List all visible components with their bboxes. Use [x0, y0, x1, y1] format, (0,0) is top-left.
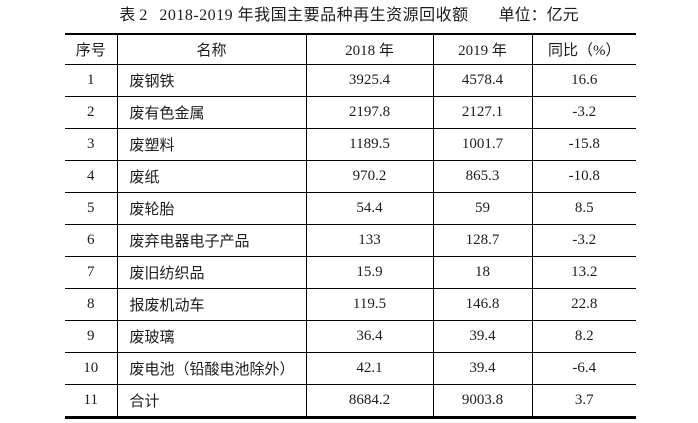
cell-yoy: -3.2: [531, 224, 636, 257]
cell-2019: 39.4: [432, 352, 533, 385]
cell-index: 8: [65, 288, 118, 321]
table-row: 1 废钢铁 3925.4 4578.4 16.6: [65, 64, 636, 97]
column-header-yoy: 同比（%）: [531, 33, 636, 65]
cell-index: 5: [65, 192, 118, 225]
cell-2018: 2197.8: [305, 96, 434, 129]
cell-2019: 4578.4: [432, 64, 533, 97]
cell-yoy: 22.8: [531, 288, 636, 321]
cell-2019: 865.3: [432, 160, 533, 193]
cell-2019: 59: [432, 192, 533, 225]
cell-index: 7: [65, 256, 118, 289]
column-header-name: 名称: [116, 33, 307, 65]
table-row: 8 报废机动车 119.5 146.8 22.8: [65, 288, 636, 321]
cell-name: 报废机动车: [116, 288, 307, 321]
cell-index: 2: [65, 96, 118, 129]
cell-name: 废轮胎: [116, 192, 307, 225]
cell-2018: 3925.4: [305, 64, 434, 97]
cell-2018: 119.5: [305, 288, 434, 321]
cell-yoy: 16.6: [531, 64, 636, 97]
cell-name: 废弃电器电子产品: [116, 224, 307, 257]
cell-index: 10: [65, 352, 118, 385]
column-header-2019: 2019 年: [432, 33, 533, 65]
cell-name: 废玻璃: [116, 320, 307, 353]
column-header-index: 序号: [65, 33, 118, 65]
cell-index: 3: [65, 128, 118, 161]
table-row: 3 废塑料 1189.5 1001.7 -15.8: [65, 128, 636, 161]
cell-index: 11: [65, 384, 118, 419]
cell-yoy: -6.4: [531, 352, 636, 385]
header-row: 序号 名称 2018 年 2019 年 同比（%）: [65, 33, 636, 65]
cell-2018: 15.9: [305, 256, 434, 289]
cell-index: 6: [65, 224, 118, 257]
cell-name: 废塑料: [116, 128, 307, 161]
cell-2019: 146.8: [432, 288, 533, 321]
cell-2018: 54.4: [305, 192, 434, 225]
table-row: 11 合计 8684.2 9003.8 3.7: [65, 384, 636, 419]
recycling-data-table: 序号 名称 2018 年 2019 年 同比（%） 1 废钢铁 3925.4 4578…: [65, 33, 636, 419]
cell-2018: 36.4: [305, 320, 434, 353]
cell-name: 废纸: [116, 160, 307, 193]
cell-index: 9: [65, 320, 118, 353]
cell-2019: 128.7: [432, 224, 533, 257]
cell-2018: 1189.5: [305, 128, 434, 161]
cell-yoy: 13.2: [531, 256, 636, 289]
cell-2018: 970.2: [305, 160, 434, 193]
cell-yoy: 8.2: [531, 320, 636, 353]
cell-yoy: 3.7: [531, 384, 636, 419]
unit-label: 单位：亿元: [498, 7, 579, 24]
cell-name: 废旧纺织品: [116, 256, 307, 289]
cell-2019: 39.4: [432, 320, 533, 353]
table-title: 2018-2019 年我国主要品种再生资源回收额: [159, 7, 469, 24]
table-caption: 表 2 2018-2019 年我国主要品种再生资源回收额 单位：亿元: [0, 5, 698, 27]
cell-2019: 1001.7: [432, 128, 533, 161]
cell-2019: 2127.1: [432, 96, 533, 129]
table-row: 7 废旧纺织品 15.9 18 13.2: [65, 256, 636, 289]
cell-2019: 18: [432, 256, 533, 289]
table-row: 6 废弃电器电子产品 133 128.7 -3.2: [65, 224, 636, 257]
table-row: 9 废玻璃 36.4 39.4 8.2: [65, 320, 636, 353]
cell-2019: 9003.8: [432, 384, 533, 419]
cell-name: 废钢铁: [116, 64, 307, 97]
cell-yoy: 8.5: [531, 192, 636, 225]
cell-name: 废有色金属: [116, 96, 307, 129]
table-header: 序号 名称 2018 年 2019 年 同比（%）: [65, 33, 636, 65]
cell-2018: 8684.2: [305, 384, 434, 419]
table-body: 1 废钢铁 3925.4 4578.4 16.6 2 废有色金属 2197.8 2127.1 -3…: [65, 64, 636, 419]
table-row: 5 废轮胎 54.4 59 8.5: [65, 192, 636, 225]
table-number-label: 表 2: [119, 7, 148, 24]
cell-name: 废电池（铅酸电池除外）: [116, 352, 307, 385]
cell-index: 1: [65, 64, 118, 97]
cell-2018: 42.1: [305, 352, 434, 385]
cell-index: 4: [65, 160, 118, 193]
cell-yoy: -10.8: [531, 160, 636, 193]
table-row: 2 废有色金属 2197.8 2127.1 -3.2: [65, 96, 636, 129]
table-row: 10 废电池（铅酸电池除外） 42.1 39.4 -6.4: [65, 352, 636, 385]
table-row: 4 废纸 970.2 865.3 -10.8: [65, 160, 636, 193]
cell-yoy: -15.8: [531, 128, 636, 161]
cell-2018: 133: [305, 224, 434, 257]
cell-yoy: -3.2: [531, 96, 636, 129]
column-header-2018: 2018 年: [305, 33, 434, 65]
cell-name: 合计: [116, 384, 307, 419]
